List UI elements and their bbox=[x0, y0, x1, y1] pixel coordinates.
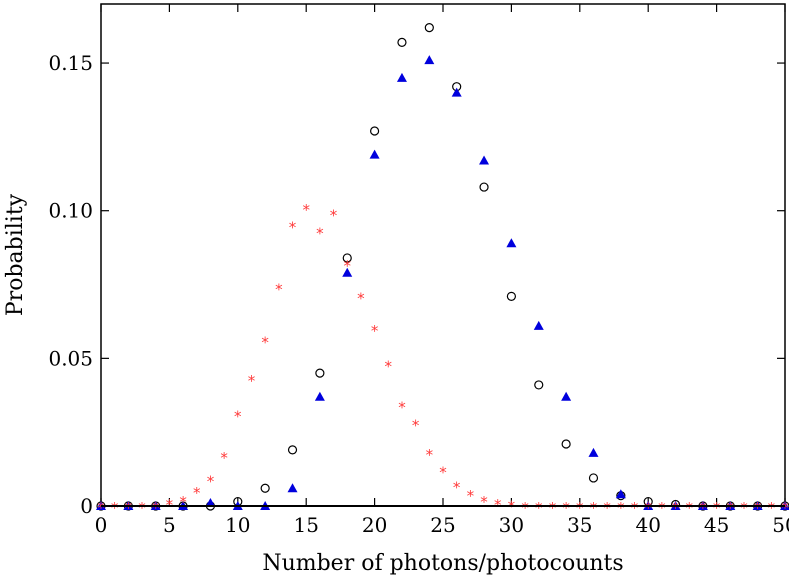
asterisk-point: * bbox=[385, 357, 393, 375]
open-circle-point bbox=[315, 368, 325, 378]
asterisk-point: * bbox=[644, 499, 652, 517]
asterisk-point: * bbox=[316, 224, 324, 242]
asterisk-point: * bbox=[727, 499, 735, 517]
y-tick-label: 0.10 bbox=[48, 199, 93, 223]
triangle-point bbox=[533, 320, 544, 330]
triangle-point bbox=[561, 391, 572, 401]
asterisk-point: * bbox=[261, 334, 269, 352]
x-ticks: 0 5 10 15 20 25 30 35 40 45 50 bbox=[95, 4, 789, 537]
asterisk-point: * bbox=[289, 218, 297, 236]
asterisk-point: * bbox=[685, 499, 693, 517]
asterisk-point: * bbox=[248, 372, 256, 390]
asterisk-point: * bbox=[672, 499, 680, 517]
x-tick-label: 20 bbox=[362, 513, 387, 537]
y-tick-label: 0.15 bbox=[48, 51, 93, 75]
asterisk-point: * bbox=[111, 499, 119, 517]
x-tick-label: 0 bbox=[95, 513, 108, 537]
open-circle-point bbox=[561, 439, 571, 449]
asterisk-point: * bbox=[521, 499, 529, 517]
asterisk-point: * bbox=[549, 499, 557, 517]
x-axis-label: Number of photons/photocounts bbox=[262, 551, 623, 576]
asterisk-point: * bbox=[275, 280, 283, 298]
triangle-point bbox=[396, 72, 407, 82]
asterisk-point: * bbox=[302, 201, 310, 219]
x-tick-label: 35 bbox=[567, 513, 592, 537]
asterisk-point: * bbox=[343, 257, 351, 275]
asterisk-point: * bbox=[97, 499, 105, 517]
x-tick-label: 25 bbox=[430, 513, 455, 537]
asterisk-point: * bbox=[617, 499, 625, 517]
triangle-point bbox=[342, 267, 353, 277]
triangle-point bbox=[424, 55, 435, 65]
asterisk-point: * bbox=[699, 499, 707, 517]
triangle-point bbox=[506, 238, 517, 248]
triangle-point bbox=[615, 489, 626, 499]
open-circle-point bbox=[534, 380, 544, 390]
asterisk-point: * bbox=[152, 499, 160, 517]
asterisk-point: * bbox=[426, 446, 434, 464]
open-circle-point bbox=[260, 483, 270, 493]
asterisk-point: * bbox=[179, 493, 187, 511]
asterisk-point: * bbox=[330, 207, 338, 225]
asterisk-point: * bbox=[713, 499, 721, 517]
x-tick-label: 15 bbox=[293, 513, 318, 537]
asterisk-point: * bbox=[453, 478, 461, 496]
asterisk-point: * bbox=[412, 416, 420, 434]
asterisk-point: * bbox=[781, 499, 789, 517]
y-axis-label: Probability bbox=[3, 193, 28, 316]
triangle-point bbox=[369, 149, 380, 159]
plot-frame bbox=[100, 3, 786, 507]
open-circle-point bbox=[397, 37, 407, 47]
x-tick-label: 50 bbox=[772, 513, 789, 537]
triangle-point bbox=[314, 391, 325, 401]
asterisk-point: * bbox=[125, 499, 133, 517]
asterisk-point: * bbox=[480, 493, 488, 511]
triangle-point bbox=[588, 447, 599, 457]
asterisk-point: * bbox=[398, 399, 406, 417]
asterisk-point: * bbox=[576, 499, 584, 517]
asterisk-point: * bbox=[590, 499, 598, 517]
asterisk-point: * bbox=[467, 487, 475, 505]
triangle-point bbox=[479, 155, 490, 165]
asterisk-point: * bbox=[535, 499, 543, 517]
asterisk-point: * bbox=[631, 499, 639, 517]
triangle-point bbox=[205, 498, 216, 508]
asterisk-point: * bbox=[754, 499, 762, 517]
y-tick-label: 0.05 bbox=[48, 346, 93, 370]
asterisk-point: * bbox=[371, 322, 379, 340]
asterisk-point: * bbox=[603, 499, 611, 517]
open-circle-point bbox=[588, 473, 599, 483]
asterisk-point: * bbox=[439, 464, 447, 482]
asterisk-point: * bbox=[220, 449, 228, 467]
series-open-circle bbox=[96, 23, 789, 511]
triangle-point bbox=[287, 483, 298, 493]
series-filled-triangle bbox=[96, 55, 789, 510]
open-circle-point bbox=[479, 182, 489, 192]
triangle-point bbox=[451, 87, 462, 97]
asterisk-point: * bbox=[193, 484, 201, 502]
asterisk-point: * bbox=[138, 499, 146, 517]
asterisk-point: * bbox=[357, 289, 365, 307]
x-tick-label: 45 bbox=[704, 513, 729, 537]
y-ticks: 0 0.05 0.10 0.15 bbox=[48, 51, 785, 518]
open-circle-point bbox=[342, 253, 352, 263]
asterisk-point: * bbox=[740, 499, 748, 517]
x-tick-label: 5 bbox=[163, 513, 176, 537]
x-tick-label: 40 bbox=[635, 513, 660, 537]
open-circle-point bbox=[370, 126, 380, 136]
asterisk-point: * bbox=[234, 407, 242, 425]
x-tick-label: 30 bbox=[499, 513, 524, 537]
asterisk-point: * bbox=[207, 472, 215, 490]
x-tick-label: 10 bbox=[225, 513, 250, 537]
data-series: * * * * * * * * * * * * * * * * * * * * * * * * * * * * * * * * * * * * * * * *… bbox=[96, 23, 789, 517]
y-tick-label: 0 bbox=[80, 494, 93, 518]
open-circle-point bbox=[506, 291, 516, 301]
open-circle-point bbox=[287, 445, 298, 455]
series-asterisk: * * * * * * * * * * * * * * * * * * * * * * * * * * * * * * * * * * * * * * * *… bbox=[97, 201, 789, 517]
asterisk-point: * bbox=[658, 499, 666, 517]
asterisk-point: * bbox=[768, 499, 776, 517]
asterisk-point: * bbox=[562, 499, 570, 517]
open-circle-point bbox=[424, 23, 434, 33]
